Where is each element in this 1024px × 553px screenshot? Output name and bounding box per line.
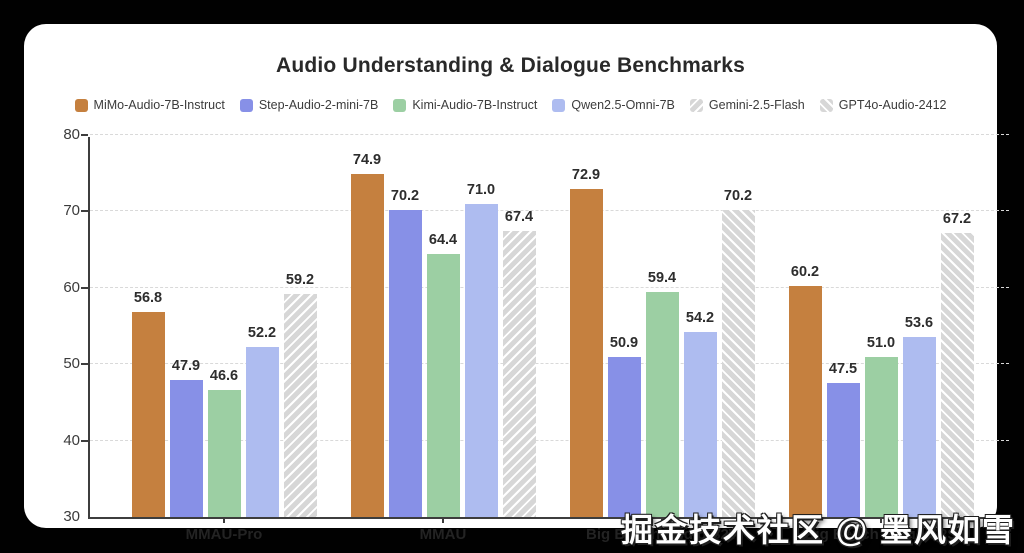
chart-title: Audio Understanding & Dialogue Benchmark… [275,54,746,77]
legend-item: Kimi-Audio-7B-Instruct [393,98,537,112]
bar-value-label: 46.6 [209,368,239,385]
bar: 47.5 [826,361,860,517]
bar: 70.2 [721,188,755,517]
y-tick-mark [81,134,88,136]
bar-group: 56.8 47.9 46.6 52.2 59.2 [131,272,317,517]
bar-value-label: 72.9 [571,167,601,184]
bar-value-label: 71.0 [466,181,496,198]
bar-value-label: 54.2 [685,310,715,327]
bar: 47.9 [169,358,203,517]
bar: 59.4 [645,270,679,517]
x-category-label: MMAU [419,526,467,543]
bar: 51.0 [864,335,898,517]
legend-swatch-icon [689,98,703,112]
bar: 50.9 [607,335,641,517]
watermark-text: 掘金技术社区 @ 墨风如雪 [621,512,1016,548]
gridline [90,439,1009,441]
gridline [90,363,1009,365]
legend-label: Kimi-Audio-7B-Instruct [412,98,538,112]
bar: 72.9 [569,167,603,517]
bar-value-label: 64.4 [428,232,458,249]
legend-swatch-icon [239,98,253,112]
x-tick-mark [223,517,225,523]
bar-value-label: 70.2 [723,187,753,204]
legend-item: Gemini-2.5-Flash [689,98,805,112]
legend-swatch-icon [74,98,88,112]
y-tick-label: 70 [63,202,80,220]
x-category-label: Big Bench Audio S2T [586,526,738,543]
bar-value-label: 47.9 [171,358,201,375]
bar-value-label: 59.4 [647,270,677,287]
bar-group: 60.2 47.5 51.0 53.6 67.2 [788,211,974,517]
legend-label: MiMo-Audio-7B-Instruct [93,98,225,112]
legend-label: GPT4o-Audio-2412 [838,98,947,112]
bar-value-label: 51.0 [866,334,896,351]
legend-item: GPT4o-Audio-2412 [819,98,947,112]
chart-card: Audio Understanding & Dialogue Benchmark… [24,24,1009,543]
bar-value-label: 56.8 [133,290,163,307]
bar: 64.4 [426,232,460,517]
x-category-label: MMAU-Pro [185,526,263,543]
bar: 74.9 [350,152,384,517]
bar-value-label: 67.2 [942,210,972,227]
legend-label: Qwen2.5-Omni-7B [571,98,675,112]
legend-swatch-icon [819,98,833,112]
bar-value-label: 59.2 [285,271,315,288]
legend-item: Qwen2.5-Omni-7B [552,98,675,112]
x-tick-mark [880,517,882,523]
bar-value-label: 67.4 [504,209,534,226]
bar-value-label: 60.2 [790,264,820,281]
legend-label: Step-Audio-2-mini-7B [258,98,379,112]
legend-item: Step-Audio-2-mini-7B [239,98,379,112]
gridline [90,286,1009,288]
bar-value-label: 50.9 [609,335,639,352]
gridline [90,134,1009,135]
y-tick-mark [81,439,88,442]
bar: 60.2 [788,264,822,517]
bar: 53.6 [902,315,936,517]
y-tick-mark [81,286,88,289]
y-tick-label: 80 [63,126,80,143]
bar: 67.4 [502,209,536,517]
x-tick-mark [661,517,663,523]
bar: 70.2 [388,188,422,517]
y-tick-mark [81,210,88,213]
legend-swatch-icon [393,98,407,112]
bar-value-label: 47.5 [828,361,858,378]
bar: 59.2 [283,272,317,517]
bar-value-label: 53.6 [904,314,934,331]
bar: 54.2 [683,310,717,517]
y-tick-label: 50 [63,355,80,373]
legend: MiMo-Audio-7B-Instruct Step-Audio-2-mini-… [24,98,997,112]
plot-area: 30 40 50 60 70 80 56.8 47.9 46.6 52.2 59.2 MMAU-Pro… [63,126,1009,543]
bar: 52.2 [245,325,279,517]
y-tick-label: 40 [63,431,80,449]
bar-group: 74.9 70.2 64.4 71.0 67.4 [350,152,536,517]
y-tick-mark [81,363,88,366]
y-tick-label: 60 [63,278,80,296]
legend-label: Gemini-2.5-Flash [708,98,805,112]
legend-item: MiMo-Audio-7B-Instruct [74,98,225,112]
bar: 71.0 [464,182,498,517]
bar: 67.2 [940,211,974,517]
bar: 46.6 [207,368,241,517]
bar-group: 72.9 50.9 59.4 54.2 70.2 [569,167,755,517]
y-tick-label: 30 [63,508,80,525]
bar: 56.8 [131,290,165,517]
bar-value-label: 70.2 [390,187,420,204]
bar-value-label: 74.9 [352,151,382,168]
x-category-label: Big Bench Audio S2S [804,526,958,543]
gridline [90,210,1009,212]
x-tick-mark [442,517,444,523]
legend-swatch-icon [552,98,566,112]
bar-value-label: 52.2 [247,325,277,342]
